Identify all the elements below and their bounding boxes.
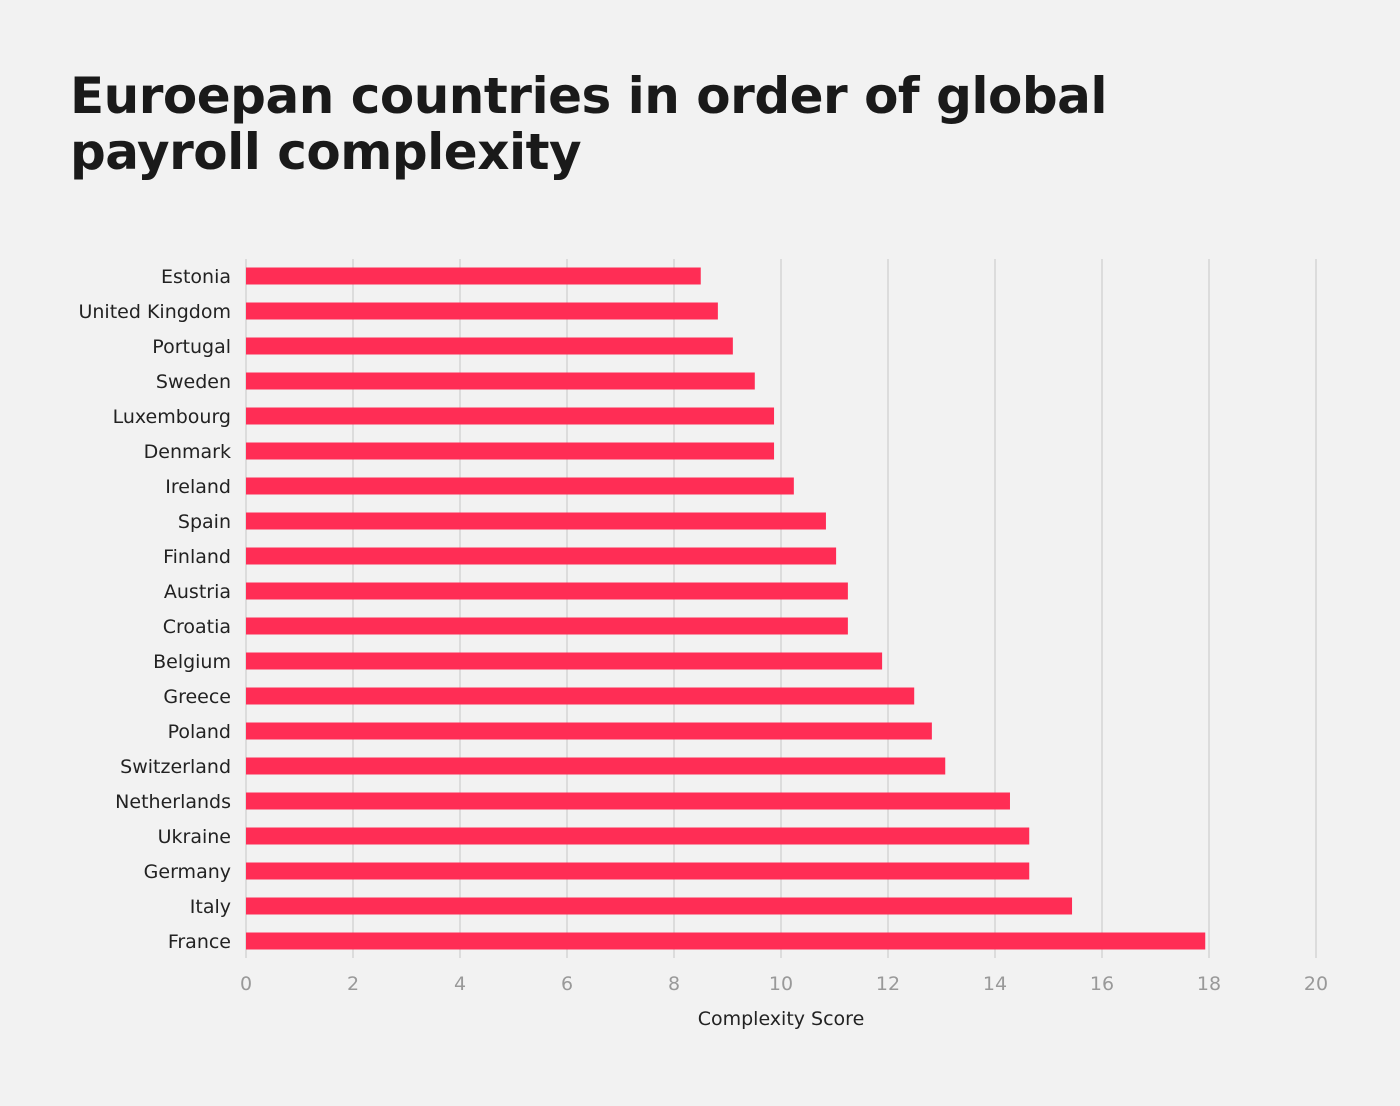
y-category-label: Estonia	[161, 266, 231, 288]
y-category-label: Switzerland	[120, 756, 231, 778]
y-category-label: Germany	[144, 861, 231, 883]
x-tick-label: 16	[1090, 973, 1114, 995]
y-category-label: Luxembourg	[113, 406, 231, 428]
x-tick-label: 12	[876, 973, 900, 995]
bar-denmark	[246, 442, 775, 460]
y-category-label: Denmark	[144, 441, 231, 463]
y-category-label: United Kingdom	[78, 301, 231, 323]
x-tick-label: 8	[668, 973, 680, 995]
y-category-label: Italy	[190, 896, 231, 918]
y-category-label: Austria	[164, 581, 231, 603]
x-tick-label: 14	[983, 973, 1007, 995]
y-category-label: Ukraine	[158, 826, 231, 848]
bar-austria	[246, 582, 848, 600]
bar-united-kingdom	[246, 302, 718, 320]
bar-ireland	[246, 477, 794, 495]
x-tick-label: 2	[347, 973, 359, 995]
y-category-label: Finland	[163, 546, 231, 568]
bar-spain	[246, 512, 826, 530]
bar-greece	[246, 687, 915, 705]
chart-title: Euroepan countries in order of global pa…	[70, 67, 1108, 181]
bar-sweden	[246, 372, 755, 390]
y-category-label: Croatia	[163, 616, 231, 638]
y-category-label: Belgium	[153, 651, 231, 673]
y-category-label: Spain	[178, 511, 231, 533]
x-tick-label: 4	[454, 973, 466, 995]
x-tick-label: 20	[1304, 973, 1328, 995]
bar-switzerland	[246, 757, 946, 775]
y-category-label: Greece	[163, 686, 231, 708]
bar-luxembourg	[246, 407, 775, 425]
y-category-label: Sweden	[156, 371, 231, 393]
x-tick-label: 18	[1197, 973, 1221, 995]
bar-portugal	[246, 337, 733, 355]
y-category-label: Netherlands	[115, 791, 231, 813]
bar-france	[246, 932, 1206, 950]
y-category-label: Portugal	[152, 336, 231, 358]
y-category-label: France	[168, 931, 231, 953]
bar-croatia	[246, 617, 848, 635]
bar-belgium	[246, 652, 883, 670]
bar-italy	[246, 897, 1073, 915]
bar-finland	[246, 547, 837, 565]
bar-ukraine	[246, 827, 1030, 845]
x-tick-label: 6	[561, 973, 573, 995]
bar-netherlands	[246, 792, 1010, 810]
x-axis-label: Complexity Score	[698, 1008, 865, 1030]
bar-poland	[246, 722, 932, 740]
bar-estonia	[246, 267, 701, 285]
y-category-label: Poland	[168, 721, 231, 743]
x-tick-label: 10	[769, 973, 793, 995]
y-category-label: Ireland	[165, 476, 231, 498]
x-tick-label: 0	[240, 973, 252, 995]
bar-germany	[246, 862, 1030, 880]
